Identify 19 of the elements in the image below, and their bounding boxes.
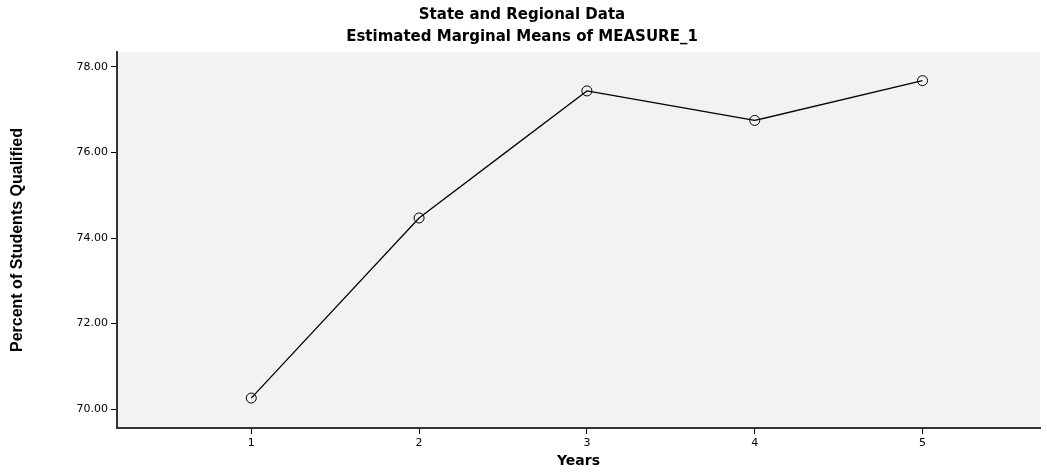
y-tick-label: 76.00	[76, 145, 108, 159]
x-axis-title: Years	[555, 452, 601, 469]
chart-subtitle: Estimated Marginal Means of MEASURE_1	[346, 26, 698, 45]
point	[245, 392, 257, 404]
point	[413, 212, 425, 224]
y-tick-label: 70.00	[76, 402, 108, 416]
y-tick-label: 72.00	[76, 316, 108, 330]
x-tick-label: 3	[583, 436, 591, 450]
y-axis-title: Percent of Students Qualified	[8, 127, 26, 353]
point	[581, 85, 593, 97]
chart-title: State and Regional Data	[418, 4, 626, 23]
x-tick-label: 4	[751, 436, 759, 450]
y-tick-label: 78.00	[76, 59, 108, 73]
x-tick-label: 1	[247, 436, 255, 450]
x-tick-label: 5	[919, 436, 927, 450]
x-tick-label: 2	[415, 436, 423, 450]
point	[917, 75, 929, 87]
y-tick-label: 74.00	[76, 230, 108, 244]
point	[749, 114, 761, 126]
